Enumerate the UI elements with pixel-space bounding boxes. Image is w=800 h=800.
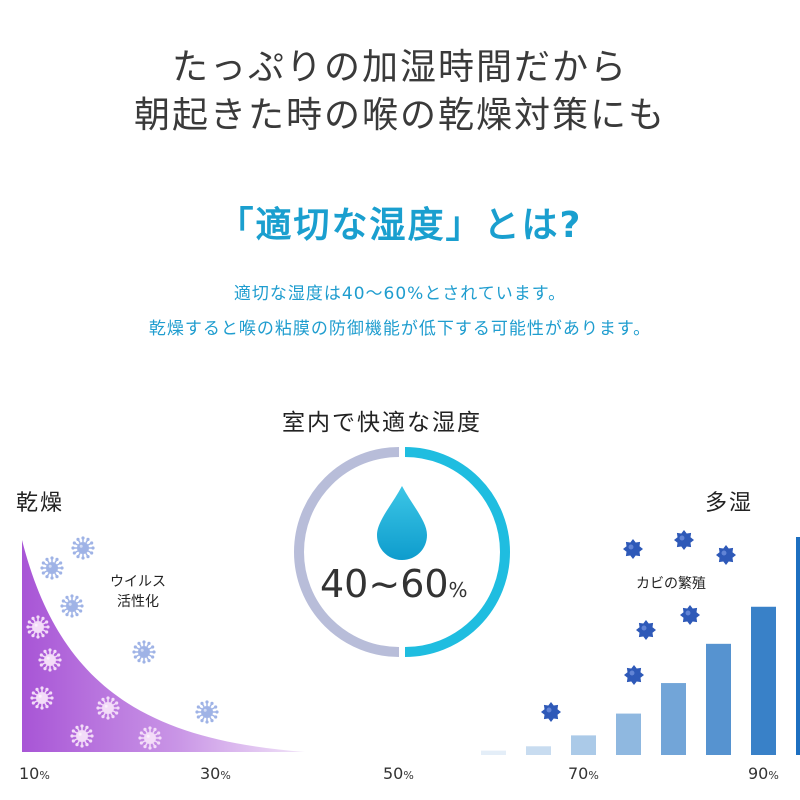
mold-icon — [674, 530, 694, 550]
gauge-unit: % — [448, 578, 468, 602]
mold-bar — [481, 750, 506, 755]
water-drop-icon — [377, 486, 427, 560]
question-title: 「適切な湿度」とは? — [217, 205, 583, 246]
description-line-1: 適切な湿度は40〜60%とされています。 — [233, 284, 567, 304]
axis-label-90: 90% — [748, 764, 779, 783]
mold-bar — [571, 735, 596, 755]
mold-bar — [796, 537, 800, 755]
gauge-value-wrap: 40~60% — [320, 562, 468, 606]
axis-value: 10 — [19, 764, 40, 783]
axis-label-70: 70% — [568, 764, 599, 783]
mold-bars — [481, 537, 800, 755]
mold-bar — [616, 713, 641, 755]
gauge-title: 室内で快適な湿度 — [282, 410, 482, 436]
virus-icon — [40, 556, 64, 580]
virus-icon — [70, 724, 94, 748]
dry-note-line-2: 活性化 — [117, 594, 159, 611]
mold-icon — [624, 665, 644, 685]
axis-value: 50 — [383, 764, 404, 783]
axis-label-50: 50% — [383, 764, 414, 783]
mold-icon — [680, 605, 700, 625]
mold-icon — [541, 702, 561, 722]
mold-icon — [623, 539, 643, 559]
virus-icon — [71, 536, 95, 560]
description-line-2: 乾燥すると喉の粘膜の防御機能が低下する可能性があります。 — [148, 319, 652, 339]
virus-icon — [96, 696, 120, 720]
virus-icon — [138, 726, 162, 750]
mold-icon — [636, 620, 656, 640]
gauge-value: 40~60 — [320, 562, 449, 606]
virus-icon — [38, 648, 62, 672]
gauge-arc-gray — [294, 447, 400, 657]
virus-icons — [26, 536, 219, 750]
mold-bar — [526, 746, 551, 755]
virus-icon — [26, 615, 50, 639]
axis-label-30: 30% — [200, 764, 231, 783]
axis-value: 70 — [568, 764, 589, 783]
axis-unit: % — [588, 769, 599, 782]
virus-icon — [30, 686, 54, 710]
dry-curve-area — [22, 540, 305, 752]
axis-unit: % — [768, 769, 779, 782]
mold-icons — [541, 530, 736, 722]
humid-note: カビの繁殖 — [636, 576, 706, 592]
headline-line-2: 朝起きた時の喉の乾燥対策にも — [133, 95, 666, 136]
mold-bar — [751, 606, 776, 755]
axis-unit: % — [403, 769, 414, 782]
axis-unit: % — [220, 769, 231, 782]
axis-value: 90 — [748, 764, 769, 783]
dry-label: 乾燥 — [16, 491, 65, 516]
gauge-arc-cyan — [404, 447, 510, 657]
headline-line-1: たっぷりの加湿時間だから — [171, 47, 628, 88]
virus-icon — [132, 640, 156, 664]
humid-label: 多湿 — [705, 491, 754, 516]
mold-icon — [716, 545, 736, 565]
axis-unit: % — [39, 769, 50, 782]
axis-label-10: 10% — [19, 764, 50, 783]
virus-icon — [60, 594, 84, 618]
mold-bar — [706, 643, 731, 755]
mold-bar — [661, 683, 686, 755]
dry-note: ウイルス 活性化 — [98, 572, 178, 613]
virus-icon — [195, 700, 219, 724]
axis-value: 30 — [200, 764, 221, 783]
dry-note-line-1: ウイルス — [110, 574, 166, 590]
